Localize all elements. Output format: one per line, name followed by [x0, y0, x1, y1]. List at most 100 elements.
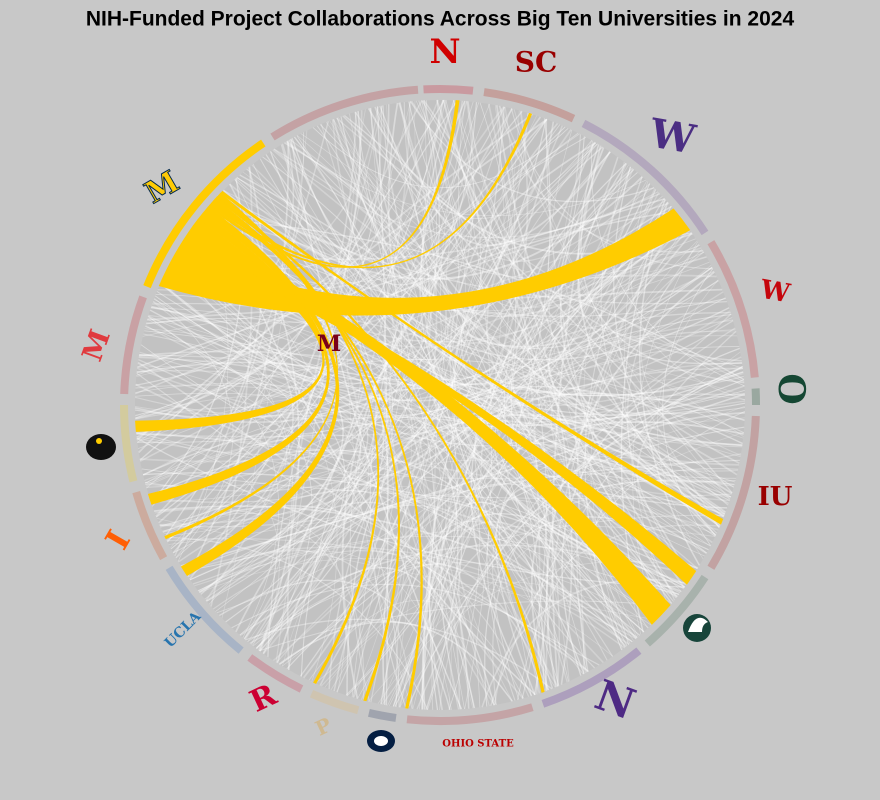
- chord: [354, 112, 465, 710]
- chord: [510, 108, 713, 270]
- chord: [206, 125, 402, 602]
- chord: [215, 197, 744, 396]
- chord: [388, 106, 524, 699]
- highlight-chord: [147, 212, 330, 505]
- chord: [308, 599, 524, 699]
- chord: [220, 192, 722, 525]
- chord: [377, 560, 698, 704]
- chord: [136, 118, 548, 441]
- chord: [395, 501, 634, 707]
- chord: [145, 410, 588, 673]
- chord: [216, 223, 686, 614]
- chord: [343, 114, 733, 494]
- chord: [165, 270, 604, 664]
- chord: [222, 190, 570, 682]
- segment-arc: [581, 119, 709, 236]
- chord: [183, 136, 585, 572]
- chord: [222, 176, 643, 280]
- chord: [145, 416, 741, 485]
- chord: [562, 140, 746, 400]
- chord: [383, 99, 496, 706]
- chord: [139, 136, 394, 390]
- chord: [273, 148, 659, 239]
- logo-text: M: [139, 164, 185, 211]
- chord: [250, 367, 743, 645]
- chord: [336, 117, 563, 280]
- chord: [286, 426, 745, 670]
- chord: [162, 505, 495, 706]
- segments: [120, 84, 761, 725]
- chord: [412, 220, 684, 709]
- chord: [346, 385, 743, 696]
- chord: [590, 240, 698, 637]
- logo-text: OHIO STATE: [442, 739, 514, 750]
- chord: [434, 108, 513, 710]
- chord: [512, 221, 731, 498]
- segment-arc: [132, 490, 168, 561]
- chord: [510, 169, 645, 633]
- chord: [251, 164, 540, 694]
- chord: [151, 305, 344, 594]
- chord: [276, 373, 744, 663]
- chord: [358, 111, 719, 374]
- chord: [551, 145, 602, 687]
- chord: [199, 217, 745, 381]
- chord: [332, 118, 686, 318]
- chord: [387, 102, 682, 593]
- chord: [162, 264, 712, 532]
- chord: [630, 188, 746, 401]
- chord: [278, 621, 513, 702]
- chord: [495, 483, 707, 696]
- chord: [265, 102, 478, 286]
- chord: [171, 258, 743, 447]
- chord: [164, 100, 466, 537]
- chord: [460, 124, 737, 479]
- chord: [423, 99, 573, 685]
- chord: [498, 105, 704, 253]
- chord: [218, 194, 727, 305]
- chord: [189, 549, 414, 709]
- chord: [165, 536, 429, 711]
- logo-text: O: [770, 373, 812, 404]
- chord: [427, 441, 721, 711]
- chord: [136, 361, 459, 710]
- chord: [135, 392, 361, 612]
- title: NIH-Funded Project Collaborations Across…: [86, 8, 795, 31]
- chord: [252, 163, 660, 618]
- chord: [395, 142, 596, 707]
- chord: [236, 176, 674, 602]
- chord: [136, 432, 742, 480]
- chord: [286, 100, 423, 671]
- highlight-chord: [214, 196, 545, 693]
- logo-text: N: [429, 32, 460, 72]
- chord: [657, 279, 719, 560]
- chord: [513, 108, 731, 500]
- chord: [286, 140, 586, 674]
- chord: [282, 331, 737, 667]
- chord: [333, 167, 633, 692]
- chord: [200, 215, 676, 601]
- highlight-chord: [220, 190, 724, 525]
- chord: [136, 400, 746, 438]
- chord: [137, 198, 666, 368]
- chord: [369, 107, 713, 348]
- chord: [229, 183, 713, 544]
- chord: [136, 133, 580, 376]
- segment-arc: [423, 84, 474, 95]
- chord: [191, 228, 426, 699]
- segment-arc: [270, 85, 419, 141]
- chord: [282, 143, 734, 394]
- chord: [139, 353, 346, 649]
- chord: [409, 101, 655, 203]
- chord: [545, 119, 667, 611]
- segment-arc: [707, 415, 760, 570]
- chord: [613, 166, 717, 536]
- chord: [145, 326, 313, 655]
- chord: [231, 583, 589, 672]
- segment-arc: [707, 240, 759, 378]
- chord: [638, 201, 701, 566]
- chord: [136, 367, 744, 429]
- chord: [345, 102, 516, 696]
- chord: [382, 105, 746, 415]
